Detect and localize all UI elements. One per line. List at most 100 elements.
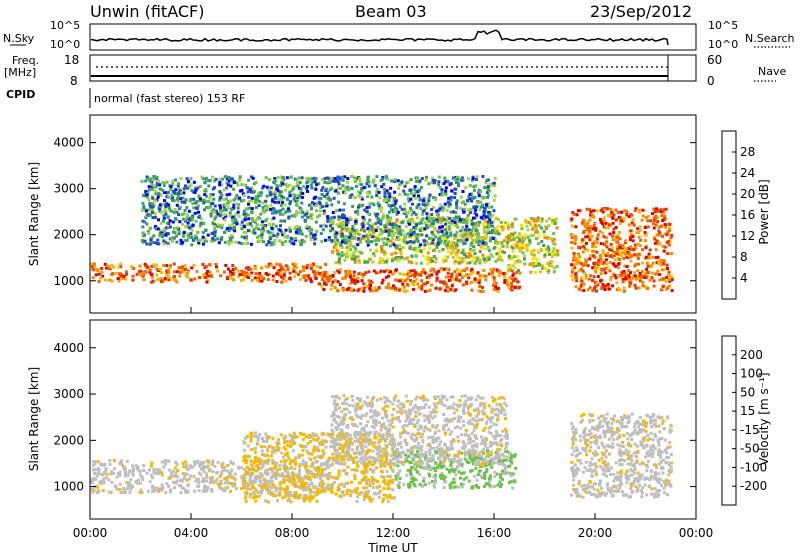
heatmap-cell [247, 217, 251, 221]
heatmap-cell [230, 468, 234, 472]
heatmap-cell [627, 269, 631, 273]
heatmap-cell [470, 259, 474, 263]
heatmap-cell [213, 464, 217, 468]
heatmap-cell [462, 200, 465, 204]
heatmap-cell [424, 206, 428, 209]
heatmap-cell [618, 288, 622, 292]
heatmap-cell [191, 217, 195, 221]
heatmap-cell [595, 289, 598, 293]
heatmap-cell [304, 435, 308, 439]
heatmap-cell [332, 476, 336, 480]
heatmap-cell [520, 223, 523, 227]
heatmap-cell [485, 233, 489, 237]
heatmap-cell [383, 454, 387, 457]
heatmap-cell [246, 454, 250, 458]
heatmap-cell [542, 230, 546, 234]
heatmap-cell [628, 280, 632, 284]
heatmap-cell [627, 215, 631, 218]
heatmap-cell [227, 206, 231, 210]
heatmap-cell [324, 445, 328, 449]
heatmap-cell [407, 269, 411, 273]
heatmap-cell [444, 237, 448, 241]
heatmap-cell [227, 229, 231, 232]
heatmap-cell [420, 221, 424, 225]
heatmap-cell [199, 238, 203, 242]
heatmap-cell [615, 235, 619, 239]
heatmap-cell [528, 263, 532, 267]
heatmap-cell [454, 288, 458, 292]
heatmap-cell [101, 473, 105, 477]
heatmap-cell [466, 231, 470, 234]
heatmap-cell [275, 262, 279, 266]
heatmap-cell [309, 470, 313, 474]
heatmap-cell [288, 209, 292, 213]
heatmap-cell [586, 288, 590, 292]
heatmap-cell [352, 270, 356, 274]
heatmap-cell [250, 448, 254, 451]
heatmap-cell [90, 487, 94, 491]
heatmap-cell [225, 469, 229, 473]
heatmap-cell [297, 186, 301, 190]
heatmap-cell [341, 234, 345, 238]
heatmap-cell [339, 495, 343, 499]
heatmap-cell [275, 272, 279, 276]
heatmap-cell [476, 258, 480, 261]
heatmap-cell [505, 221, 509, 225]
heatmap-cell [399, 232, 403, 236]
heatmap-cell [281, 233, 285, 237]
heatmap-cell [542, 233, 546, 237]
heatmap-cell [580, 238, 584, 242]
heatmap-cell [212, 197, 216, 201]
heatmap-cell [512, 237, 516, 241]
heatmap-cell [474, 280, 478, 284]
heatmap-cell [662, 208, 666, 212]
nsky-label: N.Sky [3, 32, 35, 45]
heatmap-cell [361, 275, 365, 279]
heatmap-cell [284, 447, 287, 451]
heatmap-cell [384, 199, 388, 203]
heatmap-cell [163, 199, 166, 203]
heatmap-cell [244, 461, 248, 465]
heatmap-cell [281, 219, 285, 223]
heatmap-cell [99, 472, 103, 476]
heatmap-cell [274, 190, 278, 194]
heatmap-cell [614, 276, 618, 280]
heatmap-cell [641, 214, 645, 218]
heatmap-cell [128, 490, 132, 494]
heatmap-cell [388, 220, 392, 224]
heatmap-cell [151, 178, 155, 182]
heatmap-cell [173, 466, 177, 470]
heatmap-cell [488, 212, 492, 216]
heatmap-cell [218, 177, 222, 181]
heatmap-cell [551, 239, 555, 243]
heatmap-cell [215, 265, 218, 269]
heatmap-cell [467, 218, 471, 222]
heatmap-cell [426, 226, 430, 230]
heatmap-cell [279, 212, 283, 216]
heatmap-cell [341, 277, 345, 280]
heatmap-cell [351, 205, 355, 208]
heatmap-cell [277, 198, 281, 202]
heatmap-cell [447, 227, 451, 231]
heatmap-cell [259, 212, 263, 216]
heatmap-cell [457, 271, 461, 275]
heatmap-cell [331, 452, 335, 456]
heatmap-cell [570, 246, 574, 250]
heatmap-cell [310, 497, 314, 501]
heatmap-cell [346, 227, 350, 231]
heatmap-cell [430, 267, 434, 271]
heatmap-cell [288, 190, 292, 194]
heatmap-cell [594, 228, 598, 232]
heatmap-cell [165, 195, 169, 199]
heatmap-cell [240, 279, 243, 282]
heatmap-cell [398, 244, 402, 248]
heatmap-cell [274, 489, 278, 493]
heatmap-cell [145, 242, 149, 246]
heatmap-cell [162, 216, 166, 220]
heatmap-cell [328, 456, 331, 460]
heatmap-cell [668, 223, 672, 226]
heatmap-cell [187, 209, 191, 213]
heatmap-cell [179, 484, 183, 488]
heatmap-cell [644, 233, 648, 237]
heatmap-cell [510, 281, 513, 285]
